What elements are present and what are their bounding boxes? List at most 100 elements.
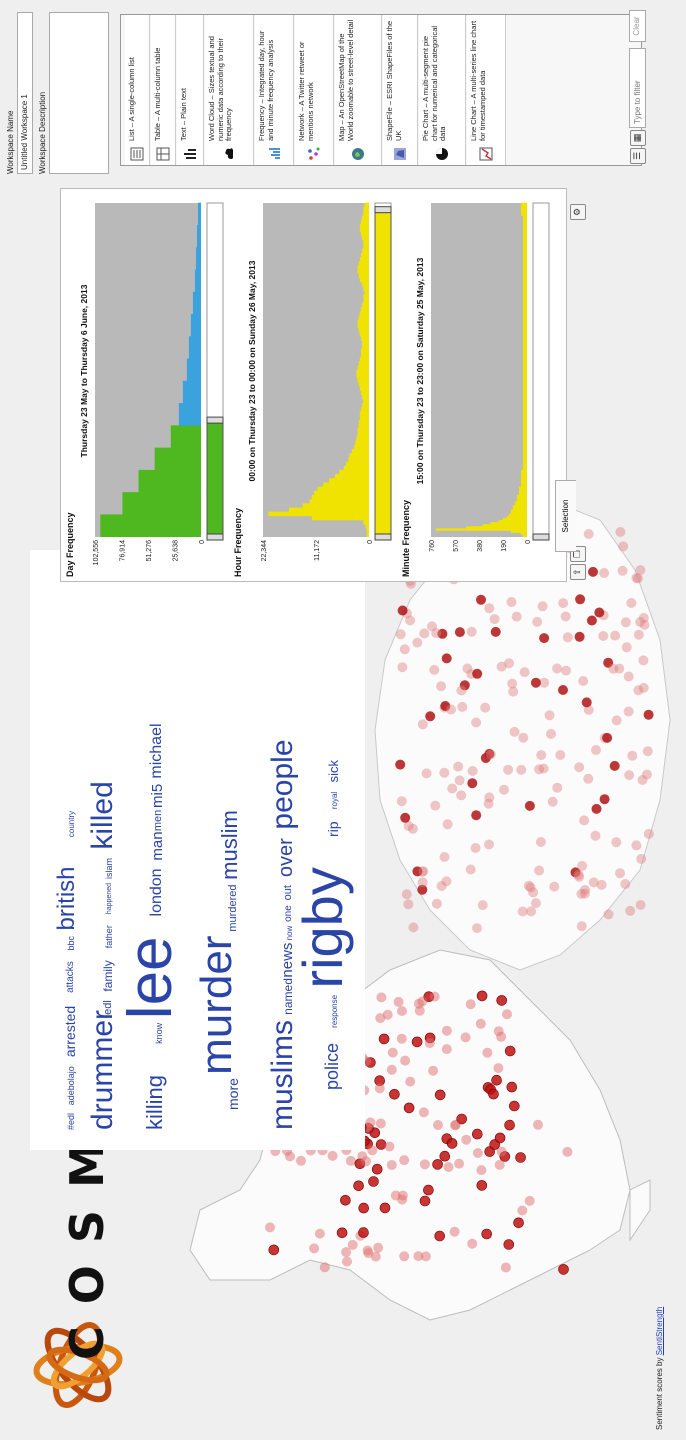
frequency-bar[interactable]: [522, 396, 527, 400]
list-view-icon[interactable]: ☰: [630, 148, 646, 164]
frequency-bar[interactable]: [520, 469, 527, 473]
frequency-bar[interactable]: [359, 332, 369, 337]
frequency-bar[interactable]: [522, 363, 527, 366]
frequency-bar[interactable]: [522, 365, 527, 368]
word-cloud-term[interactable]: rip: [324, 821, 341, 837]
frequency-bar[interactable]: [516, 499, 528, 502]
range-handle-start[interactable]: [206, 533, 224, 541]
frequency-bar[interactable]: [522, 405, 527, 408]
word-cloud-term[interactable]: attacks: [65, 961, 76, 993]
workspace-name-field[interactable]: Untitled Workspace 1: [17, 12, 33, 174]
frequency-bar[interactable]: [520, 202, 527, 206]
frequency-bar[interactable]: [518, 492, 527, 496]
range-handle-end[interactable]: [532, 533, 550, 541]
frequency-bar[interactable]: [197, 202, 202, 226]
frequency-bar[interactable]: [522, 390, 527, 393]
frequency-bar[interactable]: [522, 384, 527, 387]
frequency-bar[interactable]: [363, 211, 369, 216]
frequency-bar[interactable]: [522, 449, 527, 452]
frequency-bar[interactable]: [522, 215, 527, 218]
frequency-bar[interactable]: [522, 444, 527, 448]
widget-item[interactable]: Word Cloud – Sizes textual and numeric d…: [205, 15, 254, 165]
frequency-bar[interactable]: [522, 286, 527, 289]
frequency-bar[interactable]: [522, 428, 527, 431]
frequency-bar[interactable]: [522, 344, 527, 348]
frequency-bar[interactable]: [522, 309, 527, 312]
word-cloud-term[interactable]: arrested: [61, 1005, 78, 1058]
frequency-bar[interactable]: [516, 494, 528, 498]
frequency-bar[interactable]: [357, 365, 369, 370]
frequency-bar[interactable]: [357, 323, 369, 329]
frequency-bar[interactable]: [100, 514, 201, 537]
frequency-bar[interactable]: [186, 358, 202, 382]
frequency-bar[interactable]: [522, 248, 527, 252]
frequency-bar[interactable]: [190, 314, 201, 337]
frequency-bar[interactable]: [522, 227, 527, 231]
frequency-bar[interactable]: [522, 357, 527, 360]
frequency-bar[interactable]: [522, 271, 527, 274]
frequency-bar[interactable]: [510, 511, 527, 515]
widget-item[interactable]: ShapeFile – ESRI ShapeFiles of the UK: [383, 15, 418, 165]
frequency-bar[interactable]: [522, 403, 527, 406]
frequency-bar[interactable]: [522, 415, 527, 419]
frequency-bar[interactable]: [522, 371, 527, 375]
frequency-bar[interactable]: [357, 428, 369, 433]
frequency-bar[interactable]: [520, 482, 527, 485]
frequency-bar[interactable]: [522, 284, 527, 287]
frequency-bar[interactable]: [363, 520, 369, 525]
frequency-bar[interactable]: [518, 488, 527, 492]
frequency-bar[interactable]: [339, 469, 369, 475]
frequency-bar[interactable]: [522, 432, 527, 435]
frequency-bar[interactable]: [360, 307, 369, 312]
word-cloud-widget[interactable]: #edl adebolajo arrested attacks bbc british co…: [30, 550, 365, 1150]
frequency-bar[interactable]: [362, 282, 369, 287]
word-cloud-term[interactable]: murdered: [227, 884, 240, 932]
frequency-bar[interactable]: [522, 340, 527, 343]
frequency-bar[interactable]: [510, 530, 527, 533]
frequency-bar[interactable]: [522, 465, 527, 469]
range-handle-end[interactable]: [374, 206, 392, 214]
frequency-bar[interactable]: [520, 484, 527, 487]
frequency-bar[interactable]: [182, 380, 202, 404]
frequency-bar[interactable]: [522, 413, 527, 416]
frequency-bar[interactable]: [358, 382, 369, 387]
word-cloud-term[interactable]: british: [52, 866, 80, 931]
frequency-bar[interactable]: [522, 302, 527, 306]
frequency-bar[interactable]: [364, 202, 369, 208]
widget-item[interactable]: Table – A multi-column table: [151, 15, 176, 165]
frequency-bar[interactable]: [482, 524, 527, 527]
frequency-bar[interactable]: [522, 386, 527, 389]
frequency-bar[interactable]: [359, 386, 369, 391]
word-cloud-term[interactable]: lee: [116, 936, 185, 1020]
frequency-bar[interactable]: [522, 388, 527, 391]
word-cloud-term[interactable]: sick: [325, 759, 341, 783]
frequency-bar[interactable]: [522, 359, 527, 362]
frequency-bar[interactable]: [522, 307, 527, 310]
frequency-bar[interactable]: [522, 327, 527, 331]
word-cloud-term[interactable]: know: [153, 1022, 164, 1044]
frequency-bar[interactable]: [522, 434, 527, 437]
frequency-bar[interactable]: [358, 361, 369, 366]
frequency-bar[interactable]: [522, 300, 527, 304]
frequency-bar[interactable]: [122, 492, 202, 515]
frequency-bar[interactable]: [359, 277, 369, 283]
frequency-bar[interactable]: [334, 474, 369, 479]
frequency-bar[interactable]: [522, 430, 527, 433]
frequency-bar[interactable]: [522, 244, 527, 247]
frequency-bar[interactable]: [362, 394, 369, 400]
frequency-bar[interactable]: [362, 403, 369, 408]
frequency-bar[interactable]: [188, 336, 201, 359]
word-cloud-term[interactable]: police: [321, 1042, 342, 1090]
frequency-bar[interactable]: [466, 526, 527, 529]
widget-item[interactable]: Line Chart – A multi-series line chart f…: [467, 15, 506, 165]
word-cloud-term[interactable]: muslims: [266, 1020, 299, 1130]
frequency-bar[interactable]: [522, 221, 527, 224]
frequency-bar[interactable]: [520, 476, 527, 479]
frequency-bar[interactable]: [522, 442, 527, 446]
frequency-bar[interactable]: [359, 357, 369, 362]
frequency-bar[interactable]: [178, 403, 201, 426]
frequency-bar[interactable]: [354, 444, 370, 450]
frequency-bar[interactable]: [362, 344, 369, 350]
london-shapefile-map[interactable]: [360, 470, 680, 990]
frequency-bar[interactable]: [522, 378, 527, 381]
